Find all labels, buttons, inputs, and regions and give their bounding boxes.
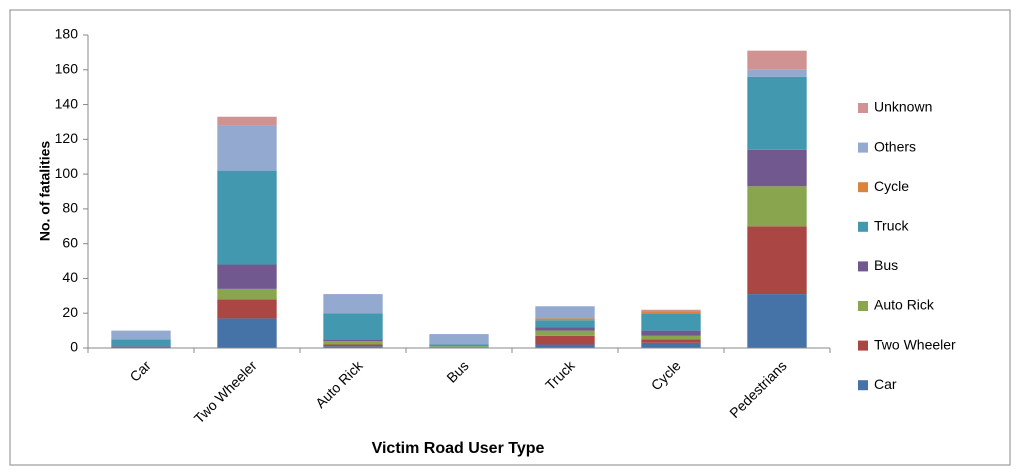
bar-segment: [747, 186, 807, 227]
y-tick-label: 60: [62, 234, 78, 250]
bar-segment: [747, 294, 807, 348]
bar-segment: [641, 335, 701, 340]
chart-frame: [9, 9, 1011, 466]
legend-swatch: [858, 261, 868, 272]
y-tick-label: 0: [70, 339, 78, 355]
bar-segment: [217, 125, 277, 171]
bar-segment: [323, 313, 383, 340]
bar-segment: [217, 116, 277, 126]
bar-segment: [535, 306, 595, 319]
legend-label: Others: [874, 138, 916, 154]
legend-label: Two Wheeler: [874, 336, 956, 352]
bar-segment: [323, 294, 383, 314]
legend-label: Auto Rick: [874, 297, 935, 313]
bar-segment: [641, 313, 701, 331]
bar-segment: [323, 339, 383, 342]
y-axis-title: No. of fatalities: [37, 141, 53, 242]
bar-segment: [747, 76, 807, 150]
bar-segment: [535, 330, 595, 336]
bar-segment: [747, 50, 807, 70]
bar-segment: [641, 311, 701, 314]
legend-swatch: [858, 340, 868, 351]
bar-segment: [429, 346, 489, 348]
bar-segment: [217, 288, 277, 300]
bar-segment: [217, 318, 277, 348]
x-axis-title: Victim Road User Type: [372, 440, 545, 457]
bar-segment: [747, 69, 807, 77]
bar-segment: [323, 344, 383, 347]
y-tick-label: 180: [55, 26, 79, 42]
bar-segment: [641, 342, 701, 348]
legend-swatch: [858, 182, 868, 193]
legend-label: Unknown: [874, 99, 932, 115]
bar-segment: [111, 346, 171, 348]
bar-segment: [535, 344, 595, 348]
bar-segment: [641, 309, 701, 312]
bar-segment: [323, 346, 383, 348]
bar-segment: [747, 226, 807, 295]
y-tick-label: 40: [62, 269, 78, 285]
legend-label: Bus: [874, 257, 898, 273]
legend-label: Truck: [874, 218, 909, 234]
legend-swatch: [858, 301, 868, 311]
bar-segment: [111, 330, 171, 340]
bar-segment: [747, 149, 807, 187]
bar-segment: [111, 339, 171, 347]
y-tick-label: 80: [62, 200, 78, 216]
legend-label: Car: [874, 376, 897, 392]
legend-swatch: [858, 221, 868, 232]
bar-segment: [535, 320, 595, 328]
bar-segment: [429, 344, 489, 347]
y-tick-label: 140: [55, 95, 79, 111]
legend-swatch: [858, 142, 868, 153]
y-tick-label: 100: [55, 165, 79, 181]
bar-segment: [641, 330, 701, 336]
legend-swatch: [858, 380, 868, 391]
bar-segment: [641, 339, 701, 343]
bar-segment: [429, 334, 489, 345]
bar-segment: [535, 327, 595, 331]
bar-segment: [535, 318, 595, 321]
y-tick-label: 20: [62, 304, 78, 320]
bar-segment: [535, 335, 595, 345]
legend-label: Cycle: [874, 178, 909, 194]
y-tick-label: 120: [55, 130, 79, 146]
y-tick-label: 160: [55, 60, 79, 76]
legend-swatch: [858, 103, 868, 113]
bar-segment: [217, 264, 277, 289]
bar-segment: [217, 299, 277, 319]
bar-segment: [323, 341, 383, 345]
bar-segment: [217, 170, 277, 265]
